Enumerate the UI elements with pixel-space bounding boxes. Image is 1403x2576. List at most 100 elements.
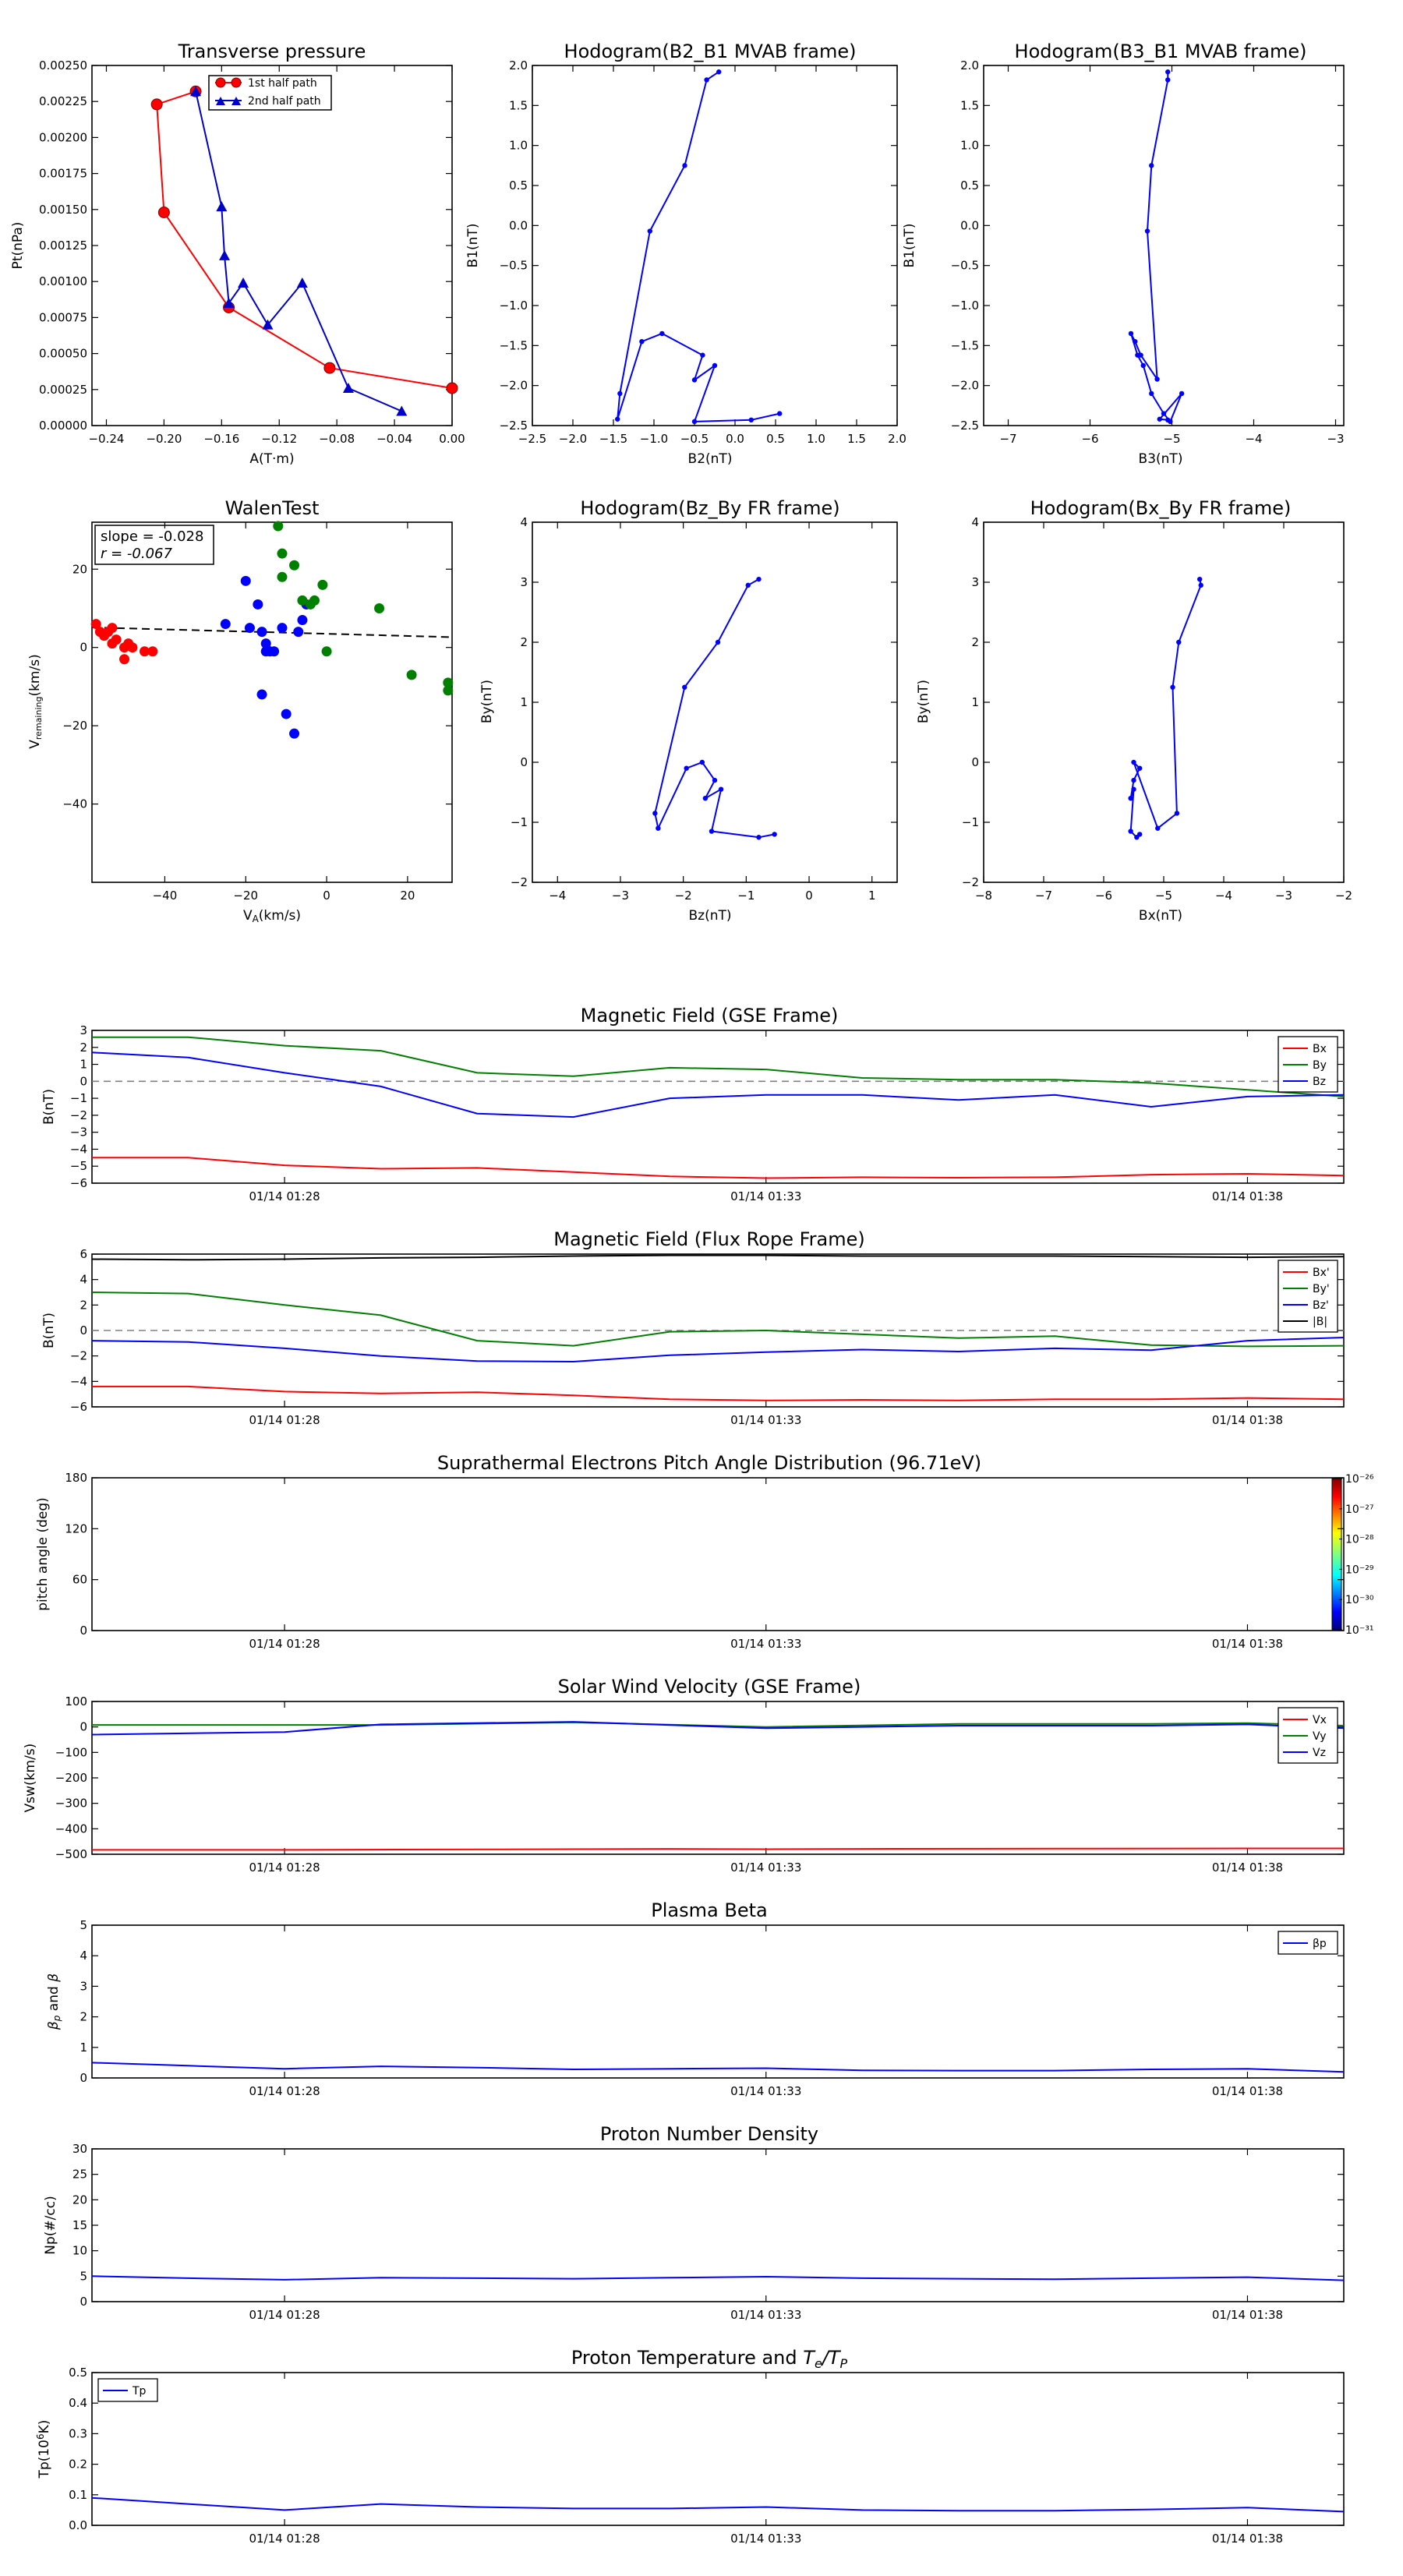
walen-point: [277, 548, 288, 559]
hodo_b3b1-ytick-label: −2.0: [951, 379, 979, 393]
walen-point: [277, 623, 288, 634]
transverse-pressure-xlabel: A(T·m): [249, 451, 294, 467]
transverse-pressure-title: Transverse pressure: [178, 41, 366, 62]
transverse_pressure-ytick-label: 0.00125: [39, 239, 87, 253]
transverse_pressure-xtick-label: −0.04: [376, 432, 412, 446]
hodo_b2b1-xtick-label: 1.5: [847, 432, 866, 446]
colorbar-tick-label: 10⁻²⁶: [1345, 1473, 1374, 1486]
mag_fr-ytick-label: 6: [80, 1247, 87, 1261]
walen-point: [289, 728, 300, 739]
pad-time-tick-label: 01/14 01:33: [730, 1637, 801, 1651]
mag_fr-legend-label: Bz': [1313, 1299, 1329, 1312]
hodo_b2b1-ytick-label: 0.5: [509, 178, 528, 193]
walen-xtick-label: −40: [153, 889, 178, 903]
pad-ytick-label: 120: [65, 1521, 87, 1535]
hodo_b2b1-ytick-label: 2.0: [509, 58, 528, 72]
transverse_pressure-ytick-label: 0.00075: [39, 310, 87, 324]
density-time-tick-label: 01/14 01:28: [249, 2308, 320, 2322]
transverse_pressure-marker: [323, 362, 336, 374]
velocity-ylabel: Vsw(km/s): [23, 1744, 38, 1813]
hodo_b3b1-xtick-label: −3: [1327, 432, 1344, 446]
hodo_bzby-point: [652, 811, 658, 816]
hodo_b3b1-ytick-label: −0.5: [951, 259, 979, 273]
mag_gse-series-line: [92, 1157, 1345, 1179]
walen-point: [90, 619, 101, 630]
hodo_b3b1-ytick-label: −1.0: [951, 299, 979, 313]
hodo_b2b1-point: [691, 377, 698, 383]
hodo_b3b1-point: [1135, 352, 1140, 358]
beta-time-tick-label: 01/14 01:28: [249, 2084, 320, 2098]
pitch-angle-panel: Suprathermal Electrons Pitch Angle Distr…: [35, 1452, 1374, 1651]
mag-fr-ylabel: B(nT): [41, 1313, 57, 1348]
hodo_bzby-point: [699, 759, 705, 765]
hodo_bxby-ytick-label: 2: [971, 635, 979, 649]
walen-fit-line: [91, 626, 453, 638]
temperature-title: Proton Temperature and Te/TP: [571, 2347, 848, 2371]
hodo_b3b1-ytick-label: 0.0: [960, 218, 979, 232]
beta-plot-frame: [91, 1924, 1345, 2079]
pad-plot-frame: [91, 1477, 1345, 1631]
transverse_pressure-xtick-label: −0.24: [88, 432, 124, 446]
mag_gse-time-tick-label: 01/14 01:33: [730, 1189, 801, 1203]
walen-point: [260, 646, 271, 657]
beta-ytick-label: 0: [80, 2071, 87, 2085]
walen-title: WalenTest: [225, 497, 320, 519]
temperature-ytick-label: 0.5: [69, 2366, 87, 2380]
hodo_b2b1-ytick-label: −2.0: [500, 379, 528, 393]
density-ylabel: Np(#/cc): [43, 2196, 58, 2254]
walen-point: [256, 627, 267, 638]
hodo_b3b1-ytick-label: −2.5: [951, 419, 979, 433]
velocity-series-line: [92, 1721, 1345, 1728]
beta-ytick-label: 1: [80, 2041, 87, 2055]
mag_fr-legend-label: Bx': [1313, 1267, 1330, 1279]
velocity-title: Solar Wind Velocity (GSE Frame): [558, 1676, 861, 1698]
hodo_b3b1-point: [1165, 69, 1171, 75]
hodo_bxby-point: [1128, 795, 1133, 801]
hodo_bxby-xtick-label: −5: [1155, 889, 1172, 903]
colorbar-tick-label: 10⁻²⁹: [1345, 1564, 1374, 1576]
hodo_bzby-xtick-label: 1: [868, 889, 876, 903]
hodo_b3b1-point: [1161, 411, 1167, 416]
walen-plot-frame: [91, 521, 453, 883]
transverse_pressure-xtick-label: 0.00: [439, 432, 465, 446]
hodo_b2b1-point: [615, 416, 620, 422]
mag_gse-ytick-label: −3: [70, 1125, 87, 1140]
hodo_bxby-ytick-label: 0: [971, 755, 979, 769]
mag_gse-legend-label: Bz: [1313, 1076, 1326, 1088]
hodo_bxby-ytick-label: −2: [962, 875, 979, 889]
walen-test-panel: WalenTest VA(km/s) Vremaining(km/s) slop…: [27, 497, 454, 924]
hodo_bzby-series-line: [654, 578, 775, 839]
velocity-ytick-label: −300: [55, 1797, 87, 1811]
walen-point: [269, 646, 280, 657]
walen-point: [273, 521, 284, 532]
walen-ytick-label: 0: [80, 641, 87, 655]
hodo_b2b1-point: [647, 228, 652, 234]
hodo_b2b1-point: [777, 411, 783, 416]
hodo_bzby-point: [715, 639, 721, 645]
velocity-ytick-label: −100: [55, 1745, 87, 1759]
mag_fr-ytick-label: 2: [80, 1298, 87, 1312]
pad-ytick-label: 180: [65, 1471, 87, 1485]
mag_fr-series-line: [91, 1254, 1345, 1261]
transverse_pressure-ytick-label: 0.00050: [39, 347, 87, 361]
walen-annotation-box: slope = -0.028 r = -0.067: [94, 525, 214, 565]
hodogram-bx-by-ylabel: By(nT): [916, 680, 931, 723]
legend-2nd-half: 2nd half path: [248, 95, 321, 108]
transverse_pressure-marker: [219, 249, 231, 260]
temperature-time-tick-label: 01/14 01:33: [730, 2532, 801, 2546]
hodo_b2b1-xtick-label: −0.5: [680, 432, 709, 446]
mag_gse-plot-frame: [91, 1030, 1345, 1184]
hodogram-b2-b1-ylabel: B1(nT): [465, 224, 481, 268]
mag_gse-ytick-label: −2: [70, 1108, 87, 1122]
mag_fr-time-tick-label: 01/14 01:33: [730, 1413, 801, 1427]
density-ytick-label: 25: [72, 2168, 87, 2182]
temperature-ytick-label: 0.4: [69, 2396, 87, 2410]
hodo_bzby-point: [702, 795, 709, 801]
walen-xtick-label: 20: [400, 889, 415, 903]
hodo_b3b1-point: [1133, 339, 1138, 345]
walen-point: [107, 623, 118, 634]
hodo_bxby-ytick-label: 1: [971, 695, 979, 709]
hodo_bxby-xtick-label: −4: [1215, 889, 1232, 903]
walen-point: [317, 579, 328, 590]
hodo_bzby-xtick-label: −4: [549, 889, 566, 903]
